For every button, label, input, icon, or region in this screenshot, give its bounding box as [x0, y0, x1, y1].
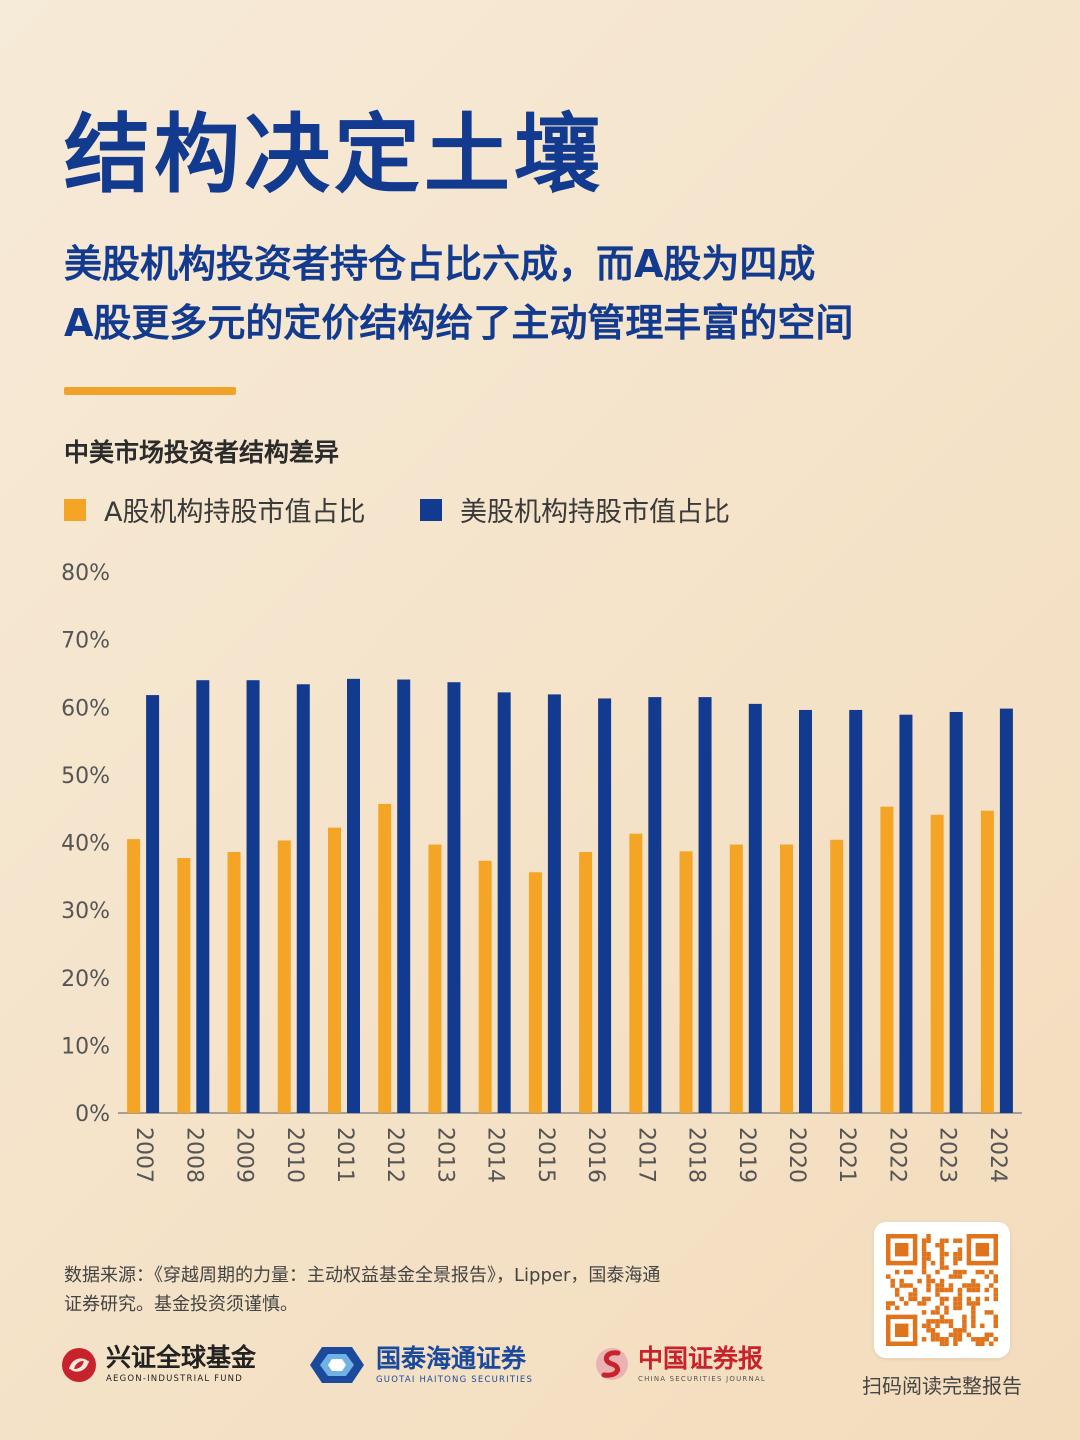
csj-emblem-icon [596, 1348, 628, 1380]
x-tick-label: 2015 [533, 1127, 558, 1183]
bar-us-share [296, 684, 310, 1113]
china-securities-journal-logo: 中国证券报 CHINA SECURITIES JOURNAL [592, 1345, 766, 1383]
qr-caption: 扫码阅读完整报告 [862, 1374, 1022, 1398]
bar-us-share [999, 708, 1013, 1113]
bar-a-share [729, 844, 743, 1113]
legend-swatch-a-share [64, 498, 86, 521]
chart-title: 中美市场投资者结构差异 [64, 438, 340, 467]
subtitle-line-1: 美股机构投资者持仓占比六成，而A股为四成 [64, 242, 816, 286]
bar-us-share [849, 709, 863, 1113]
legend-swatch-us-share [420, 498, 442, 521]
aegon-industrial-logo: 兴证全球基金 AEGON-INDUSTRIAL FUND [60, 1345, 256, 1384]
x-tick-label: 2013 [432, 1127, 457, 1183]
x-tick-label: 2017 [633, 1127, 658, 1183]
y-tick-label: 50% [61, 764, 110, 789]
bar-us-share [447, 682, 461, 1113]
csj-logo-en: CHINA SECURITIES JOURNAL [638, 1374, 766, 1383]
bar-us-share [598, 698, 612, 1113]
bar-us-share [246, 680, 260, 1113]
y-tick-label: 10% [61, 1034, 110, 1059]
legend-item-a-share: A股机构持股市值占比 [64, 490, 365, 529]
x-tick-label: 2008 [181, 1127, 206, 1183]
x-tick-label: 2023 [935, 1127, 960, 1183]
bar-a-share [830, 839, 844, 1113]
bar-us-share [949, 711, 963, 1113]
bar-us-share [698, 697, 712, 1113]
y-tick-label: 40% [61, 832, 110, 857]
bar-us-share [547, 694, 561, 1113]
x-tick-label: 2010 [282, 1127, 307, 1183]
y-tick-label: 30% [61, 899, 110, 924]
source-line-1: 数据来源：《穿越周期的力量：主动权益基金全景报告》，Lipper，国泰海通 [64, 1265, 661, 1286]
bar-a-share [127, 839, 141, 1113]
aegon-logo-cn: 兴证全球基金 [106, 1343, 257, 1372]
bar-a-share [579, 851, 593, 1113]
y-tick-label: 60% [61, 696, 110, 721]
bar-us-share [497, 692, 511, 1113]
gtht-logo-en: GUOTAI HAITONG SECURITIES [376, 1374, 534, 1385]
x-tick-label: 2020 [784, 1127, 809, 1183]
bar-us-share [196, 680, 210, 1113]
bar-a-share [277, 840, 291, 1113]
x-tick-label: 2022 [884, 1127, 909, 1183]
bar-us-share [799, 709, 812, 1113]
y-tick-label: 70% [61, 629, 110, 654]
bar-a-share [629, 833, 643, 1113]
qr-code[interactable] [874, 1222, 1010, 1358]
csj-logo-cn: 中国证券报 [638, 1343, 764, 1373]
y-tick-label: 20% [61, 967, 110, 992]
legend-label-a-share: A股机构持股市值占比 [104, 497, 366, 528]
gtht-logo-cn: 国泰海通证券 [376, 1343, 527, 1373]
bar-us-share [748, 703, 762, 1113]
guotai-haitong-logo: 国泰海通证券 GUOTAI HAITONG SECURITIES [308, 1345, 533, 1385]
bar-us-share [146, 695, 160, 1113]
bar-a-share [328, 827, 341, 1113]
guotai-haitong-emblem-icon [310, 1347, 364, 1383]
x-tick-label: 2024 [985, 1127, 1010, 1183]
x-tick-label: 2018 [684, 1127, 709, 1183]
x-tick-label: 2011 [332, 1127, 357, 1183]
legend-label-us-share: 美股机构持股市值占比 [460, 497, 730, 528]
x-tick-label: 2012 [382, 1127, 407, 1183]
y-tick-label: 0% [75, 1102, 110, 1127]
x-tick-label: 2014 [483, 1127, 508, 1183]
partner-logos: 兴证全球基金 AEGON-INDUSTRIAL FUND 国泰海通证券 GUOT… [60, 1345, 780, 1395]
x-tick-label: 2009 [232, 1127, 257, 1183]
bar-us-share [397, 679, 411, 1113]
bar-a-share [880, 806, 894, 1113]
accent-divider [64, 387, 236, 395]
x-tick-label: 2007 [131, 1127, 156, 1183]
bar-a-share [177, 858, 191, 1113]
y-tick-label: 80% [61, 561, 110, 586]
subtitle-line-2: A股更多元的定价结构给了主动管理丰富的空间 [64, 301, 854, 345]
bar-a-share [980, 810, 994, 1113]
bar-a-share [780, 844, 793, 1113]
bar-a-share [930, 814, 944, 1113]
bar-us-share [648, 697, 662, 1113]
bar-a-share [478, 860, 492, 1113]
bar-a-share [428, 844, 442, 1113]
x-tick-label: 2021 [834, 1127, 859, 1183]
qr-code-icon [886, 1234, 998, 1346]
legend-item-us-share: 美股机构持股市值占比 [420, 490, 730, 529]
x-tick-label: 2019 [734, 1127, 759, 1183]
aegon-logo-en: AEGON-INDUSTRIAL FUND [106, 1374, 243, 1384]
bar-a-share [227, 851, 241, 1113]
bar-us-share [899, 714, 913, 1113]
bar-a-share [528, 872, 542, 1113]
page-title: 结构决定土壤 [64, 105, 604, 205]
bar-chart: 0% 10% 20% 30% 40% 50% 60% 70% 80% 2007 2008 2009 20… [61, 561, 1022, 1183]
bar-a-share [378, 803, 392, 1113]
bar-us-share [347, 678, 360, 1113]
bar-a-share [679, 851, 693, 1113]
data-source-note: 数据来源：《穿越周期的力量：主动权益基金全景报告》，Lipper，国泰海通 证券… [64, 1262, 784, 1320]
source-line-2: 证券研究。基金投资须谨慎。 [64, 1293, 298, 1315]
x-tick-label: 2016 [583, 1127, 608, 1183]
aegon-swirl-icon [62, 1347, 96, 1382]
